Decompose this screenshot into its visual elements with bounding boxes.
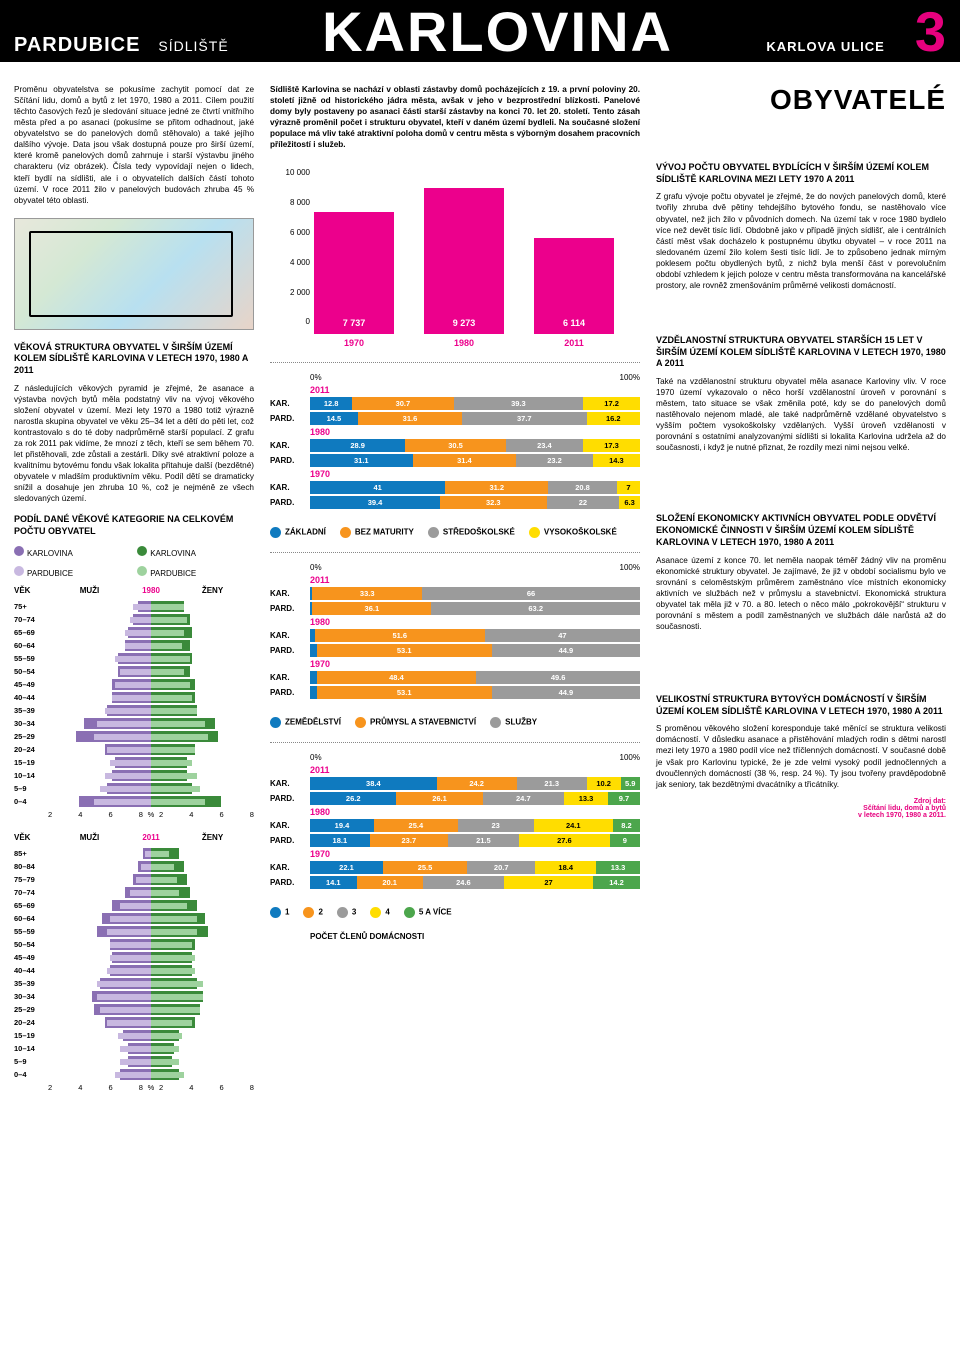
pyramid-2011: 85+80–8475–7970–7465–6960–6455–5950–5445… [14,848,254,1081]
education-chart: 0%100% 2011KAR.12.830.739.317.2PARD.14.5… [270,373,640,509]
pyramid-1980-xaxis: 8642%2468 [14,810,254,819]
house-body: S proměnou věkového složení koresponduje… [656,723,946,789]
age-title: VĚKOVÁ STRUKTURA OBYVATEL V ŠIRŠÍM ÚZEMÍ… [14,342,254,377]
pyramid-1980: 75+70–7465–6960–6455–5950–5445–4940–4435… [14,601,254,808]
intro-para2: Sídliště Karlovina se nachází v oblasti … [270,84,640,150]
page-header: PARDUBICE SÍDLIŠTĚ KARLOVINA KARLOVA ULI… [0,0,960,62]
header-street: KARLOVA ULICE [766,39,884,54]
economy-chart: 0%100% 2011KAR.33.366PARD.36.163.21980KA… [270,563,640,699]
pyramid-legend-title: PODÍL DANÉ VĚKOVÉ KATEGORIE NA CELKOVÉM … [14,514,254,537]
footer-source: Zdroj dat: Sčítání lidu, domů a bytů v l… [656,798,946,819]
header-city: PARDUBICE [14,34,140,57]
population-chart: 02 0004 0006 0008 00010 000 7 73719709 2… [270,168,640,348]
pyramid-2011-xaxis: 8642%2468 [14,1083,254,1092]
house-title: VELIKOSTNÍ STRUKTURA BYTOVÝCH DOMÁCNOSTÍ… [656,694,946,717]
pop-title: VÝVOJ POČTU OBYVATEL BYDLÍCÍCH V ŠIRŠÍM … [656,162,946,185]
econ-title: SLOŽENÍ EKONOMICKY AKTIVNÍCH OBYVATEL PO… [656,513,946,548]
econ-body: Asanace území z konce 70. let neměla nao… [656,555,946,632]
pyramid-legend: KARLOVINA KARLOVINA PARDUBICE PARDUBICE [14,546,254,578]
household-legend-title: POČET ČLENŮ DOMÁCNOSTI [270,932,640,941]
intro-para1: Proměnu obyvatelstva se pokusíme zachyti… [14,84,254,206]
section-title-obyvatele: OBYVATELÉ [656,84,946,116]
economy-legend: ZEMĚDĚLSTVÍPRŮMYSL A STAVEBNICTVÍSLUŽBY [270,717,640,728]
household-chart: 0%100% 2011KAR.38.424.221.310.25.9PARD.2… [270,753,640,889]
pyramid-1980-header: VĚK MUŽI 1980 ŽENY [14,586,254,595]
edu-body: Také na vzdělanostní strukturu obyvatel … [656,376,946,453]
population-ylabels: 02 0004 0006 0008 00010 000 [270,168,310,326]
header-sidl: SÍDLIŠTĚ [158,38,228,54]
education-legend: ZÁKLADNÍBEZ MATURITYSTŘEDOŠKOLSKÉVYSOKOŠ… [270,527,640,538]
header-number: 3 [915,4,946,60]
pyramid-2011-header: VĚK MUŽI 2011 ŽENY [14,833,254,842]
header-main: KARLOVINA [247,4,749,60]
age-body: Z následujících věkových pyramid je zřej… [14,383,254,505]
pop-body: Z grafu vývoje počtu obyvatel je zřejmé,… [656,191,946,291]
area-map [14,218,254,330]
edu-title: VZDĚLANOSTNÍ STRUKTURA OBYVATEL STARŠÍCH… [656,335,946,370]
household-legend: 12345 A VÍCE [270,907,640,918]
